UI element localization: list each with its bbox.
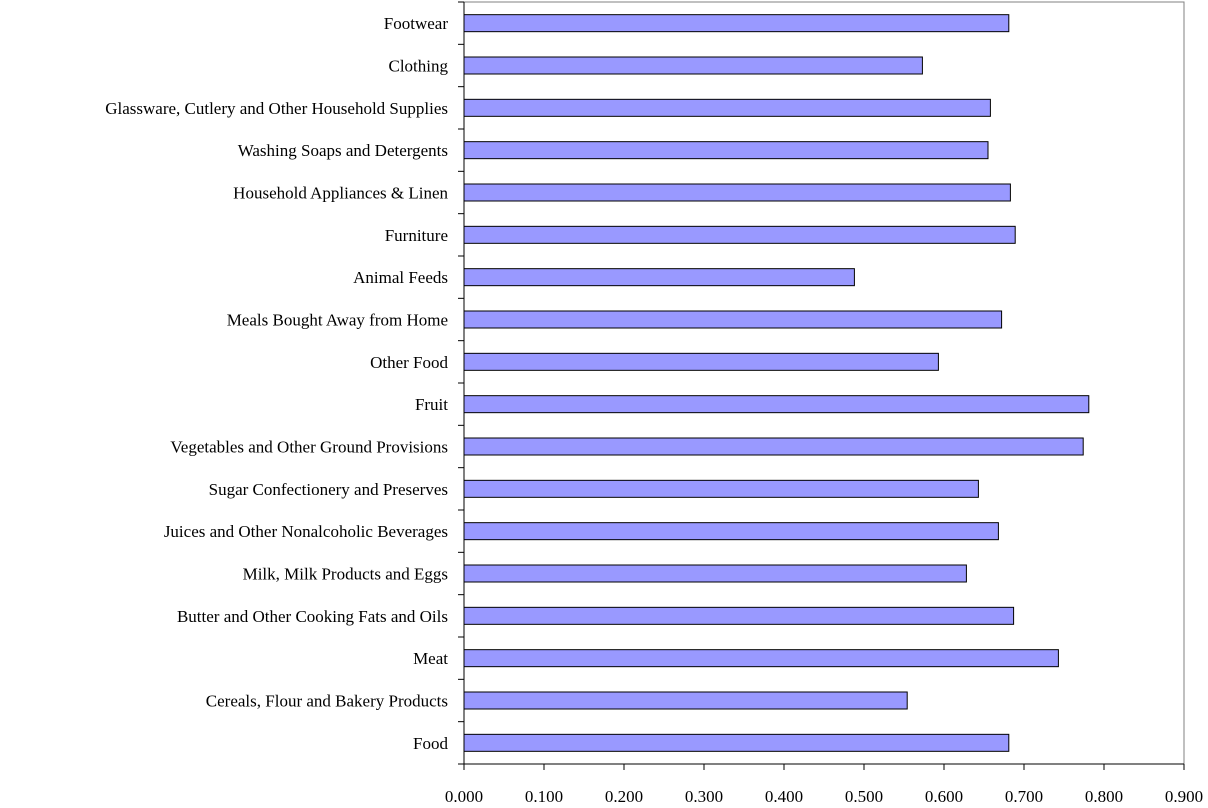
category-label: Sugar Confectionery and Preserves <box>209 480 448 499</box>
bar <box>463 225 1016 244</box>
category-label: Other Food <box>370 353 448 372</box>
bar <box>463 395 1090 414</box>
bar <box>463 56 923 75</box>
category-label: Clothing <box>388 57 448 76</box>
category-label: Juices and Other Nonalcoholic Beverages <box>164 522 448 541</box>
category-label: Food <box>413 734 448 753</box>
category-label: Washing Soaps and Detergents <box>238 141 448 160</box>
category-label: Footwear <box>384 14 449 33</box>
category-label: Butter and Other Cooking Fats and Oils <box>177 607 448 626</box>
bar <box>463 522 999 541</box>
category-label: Fruit <box>415 395 448 414</box>
category-label: Milk, Milk Products and Eggs <box>243 565 448 584</box>
category-label: Meals Bought Away from Home <box>227 311 448 330</box>
x-tick-label: 0.300 <box>685 787 723 806</box>
x-tick-label: 0.100 <box>525 787 563 806</box>
x-tick-label: 0.600 <box>925 787 963 806</box>
category-label: Furniture <box>385 226 448 245</box>
x-tick-label: 0.000 <box>445 787 483 806</box>
bar <box>463 564 967 583</box>
bar <box>463 649 1059 668</box>
x-tick-label: 0.700 <box>1005 787 1043 806</box>
bar <box>463 691 908 710</box>
bars-group <box>463 14 1090 752</box>
category-label: Cereals, Flour and Bakery Products <box>206 692 448 711</box>
x-tick-label: 0.200 <box>605 787 643 806</box>
bar <box>463 733 1010 752</box>
bar <box>463 141 989 160</box>
bar <box>463 310 1003 329</box>
category-label: Household Appliances & Linen <box>233 184 448 203</box>
bar <box>463 479 979 498</box>
bar <box>463 352 939 371</box>
category-label: Meat <box>413 649 448 668</box>
bar <box>463 437 1084 456</box>
bar <box>463 606 1015 625</box>
x-tick-label: 0.800 <box>1085 787 1123 806</box>
bar <box>463 268 855 287</box>
category-label: Glassware, Cutlery and Other Household S… <box>105 99 448 118</box>
bar <box>463 98 991 117</box>
bar <box>463 14 1010 33</box>
x-tick-label: 0.500 <box>845 787 883 806</box>
axes-group <box>458 1 1185 770</box>
category-labels-group: Footwear Clothing Glassware, Cutlery and O… <box>105 14 448 753</box>
bar <box>463 183 1011 202</box>
category-label: Vegetables and Other Ground Provisions <box>170 438 448 457</box>
x-tick-label: 0.900 <box>1165 787 1203 806</box>
x-tick-label: 0.400 <box>765 787 803 806</box>
tick-labels-group: 0.000 0.100 0.200 0.300 0.400 0.500 0.600 0.700… <box>445 787 1203 806</box>
category-label: Animal Feeds <box>353 268 448 287</box>
